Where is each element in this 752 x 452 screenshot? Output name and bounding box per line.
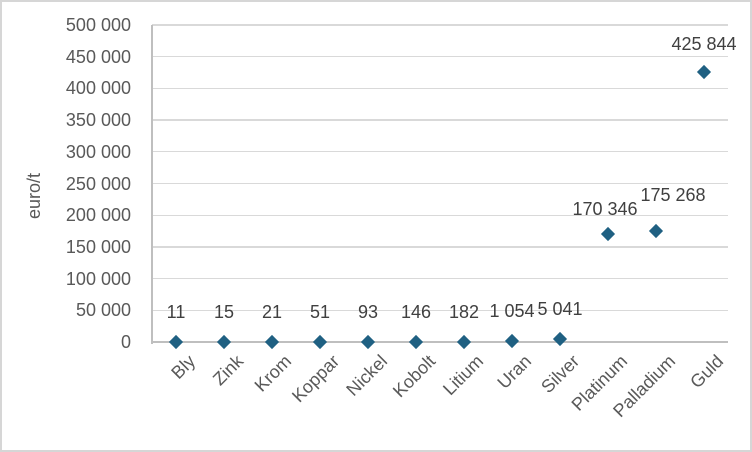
horizontal-gridline xyxy=(152,119,728,121)
y-axis-tick-label: 150 000 xyxy=(65,236,131,257)
data-point-label: 170 346 xyxy=(572,199,638,219)
horizontal-gridline xyxy=(152,214,728,216)
data-point-marker xyxy=(168,334,184,350)
data-point-label: 5 041 xyxy=(537,298,583,319)
x-axis-category-label: Koppar xyxy=(287,351,344,407)
data-point-label: 1 054 xyxy=(489,301,535,322)
y-axis-tick-label: 250 000 xyxy=(65,173,131,194)
data-point-marker xyxy=(504,334,520,349)
data-point-marker xyxy=(312,334,328,350)
horizontal-gridline xyxy=(152,56,728,58)
data-point-label: 425 844 xyxy=(671,34,737,54)
y-axis-tick-label: 350 000 xyxy=(65,110,131,131)
data-point-marker xyxy=(600,226,616,242)
x-axis-category-label: Nickel xyxy=(342,351,392,400)
y-axis-line xyxy=(151,25,153,344)
data-point-marker xyxy=(456,334,472,349)
horizontal-gridline xyxy=(152,309,728,311)
x-axis-category-label: Zink xyxy=(208,351,248,390)
data-point-label: 21 xyxy=(261,301,283,322)
x-axis-category-label: Litium xyxy=(439,351,488,400)
data-point-label: 146 xyxy=(400,301,432,322)
y-axis-tick-label: 200 000 xyxy=(65,205,131,226)
horizontal-gridline xyxy=(152,151,728,153)
x-axis-category-label: Krom xyxy=(250,351,296,396)
y-axis-title: euro/t xyxy=(24,172,44,220)
x-axis-category-label: Kobolt xyxy=(388,351,440,402)
data-point-label: 51 xyxy=(309,301,331,322)
data-point-label: 15 xyxy=(213,301,235,322)
y-axis-tick-label: 300 000 xyxy=(65,141,131,162)
data-point-marker xyxy=(360,334,376,350)
x-axis-category-label: Uran xyxy=(493,351,536,393)
y-axis-tick-label: 500 000 xyxy=(65,15,131,35)
y-axis-tick-label: 400 000 xyxy=(65,78,131,99)
y-axis-tick-label: 0 xyxy=(120,332,131,352)
data-point-marker xyxy=(648,223,664,238)
x-axis-category-label: Guld xyxy=(686,351,728,393)
data-point-label: 175 268 xyxy=(640,184,706,205)
horizontal-gridline xyxy=(152,246,728,248)
horizontal-gridline xyxy=(152,277,728,280)
data-point-label: 93 xyxy=(357,301,379,322)
data-point-label: 182 xyxy=(448,301,480,322)
y-axis-tick-label: 50 000 xyxy=(75,300,131,321)
horizontal-gridline xyxy=(152,24,728,26)
data-point-marker xyxy=(216,334,232,350)
data-point-marker xyxy=(408,334,424,349)
x-axis-category-label: Bly xyxy=(167,351,200,383)
data-point-marker xyxy=(264,334,280,350)
x-axis-line xyxy=(151,341,728,343)
data-point-label: 11 xyxy=(166,301,186,322)
horizontal-gridline xyxy=(152,182,728,185)
data-point-marker xyxy=(696,64,712,80)
y-axis-tick-label: 450 000 xyxy=(65,46,131,67)
data-point-marker xyxy=(552,331,568,346)
horizontal-gridline xyxy=(152,87,728,90)
y-axis-tick-label: 100 000 xyxy=(65,268,131,289)
